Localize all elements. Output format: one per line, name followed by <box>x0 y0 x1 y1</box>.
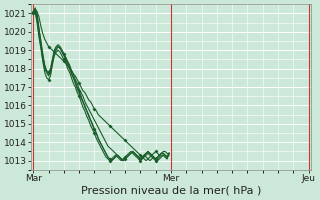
X-axis label: Pression niveau de la mer( hPa ): Pression niveau de la mer( hPa ) <box>81 186 261 196</box>
